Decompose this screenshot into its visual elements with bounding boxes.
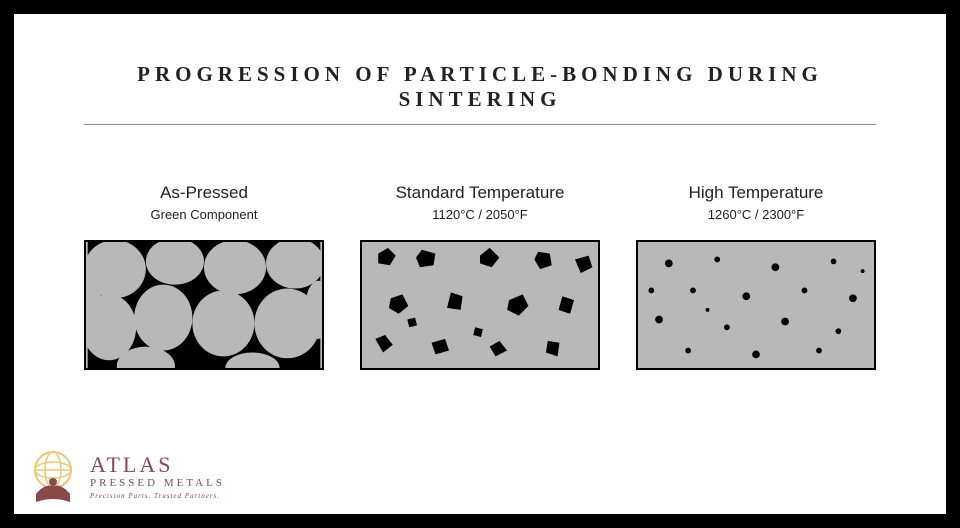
logo-tagline: Precision Parts. Trusted Partners. xyxy=(90,492,225,500)
panel-title: High Temperature xyxy=(636,183,876,203)
panel-high-temp: High Temperature 1260°C / 2300°F xyxy=(636,183,876,370)
panel-title: As-Pressed xyxy=(84,183,324,203)
microstructure-standard xyxy=(360,240,600,370)
logo-name: ATLAS xyxy=(90,454,225,476)
panels-row: As-Pressed Green Component Standard T xyxy=(74,183,886,370)
logo-line2: PRESSED METALS xyxy=(90,476,225,491)
card: PROGRESSION OF PARTICLE-BONDING DURING S… xyxy=(14,14,946,514)
microstructure-as-pressed xyxy=(84,240,324,370)
brand-logo: ATLAS PRESSED METALS Precision Parts. Tr… xyxy=(22,446,252,508)
panel-standard-temp: Standard Temperature 1120°C / 2050°F xyxy=(360,183,600,370)
page-title: PROGRESSION OF PARTICLE-BONDING DURING S… xyxy=(84,62,876,125)
panel-subtitle: 1260°C / 2300°F xyxy=(636,207,876,222)
microstructure-high xyxy=(636,240,876,370)
panel-title: Standard Temperature xyxy=(360,183,600,203)
logo-text: ATLAS PRESSED METALS Precision Parts. Tr… xyxy=(90,454,225,499)
panel-subtitle: 1120°C / 2050°F xyxy=(360,207,600,222)
atlas-globe-icon xyxy=(22,446,84,508)
panel-subtitle: Green Component xyxy=(84,207,324,222)
panel-as-pressed: As-Pressed Green Component xyxy=(84,183,324,370)
